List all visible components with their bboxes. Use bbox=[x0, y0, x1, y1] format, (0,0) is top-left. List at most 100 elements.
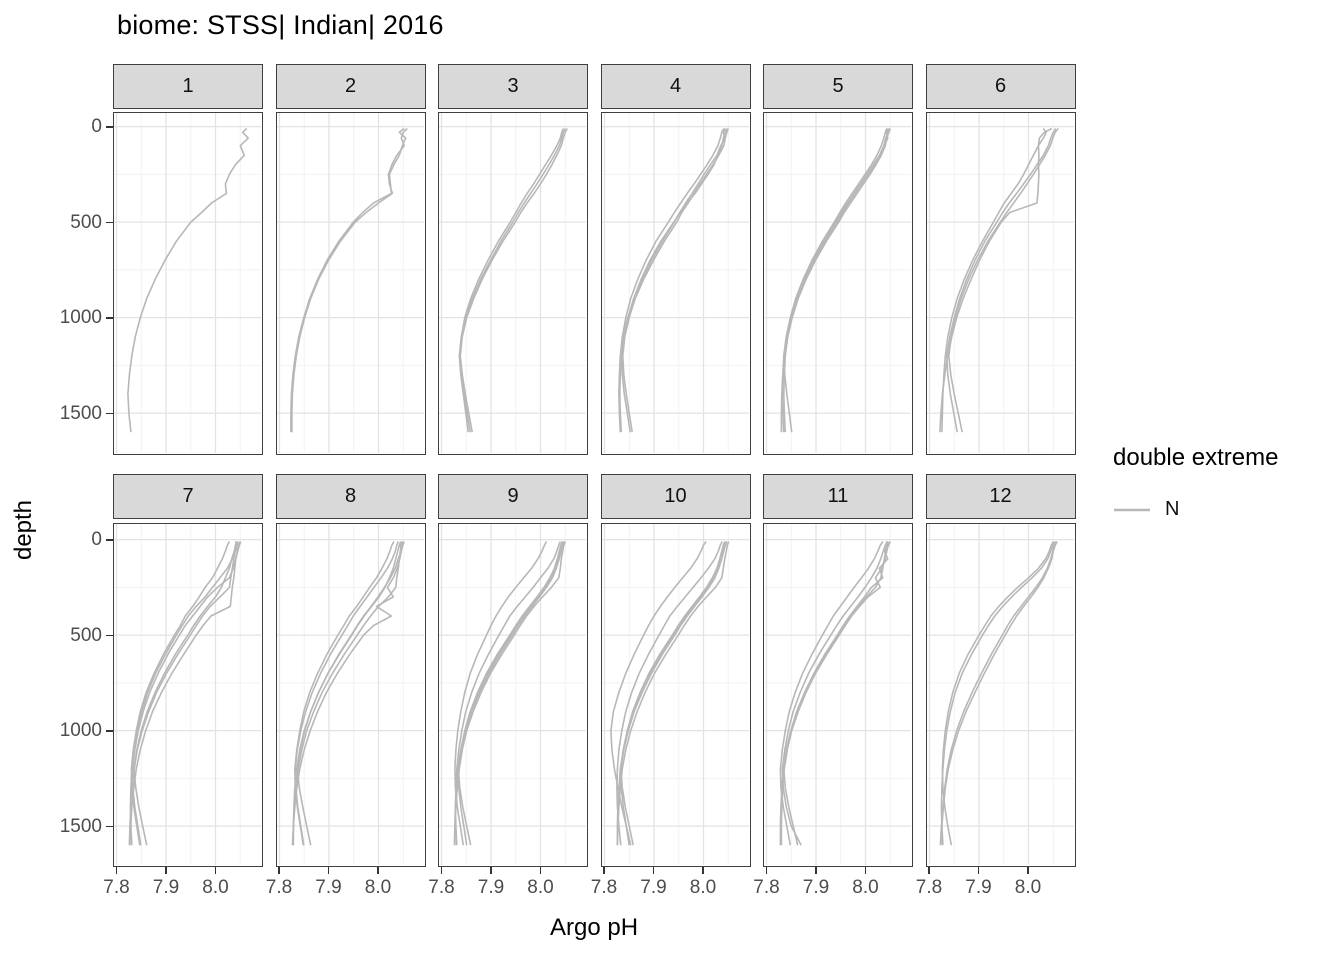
x-axis-tick-label: 7.9 bbox=[965, 877, 992, 898]
x-axis-tick-label: 7.9 bbox=[802, 877, 830, 898]
profile-lines-plot bbox=[764, 524, 911, 865]
ph-profile-line bbox=[132, 541, 238, 846]
ph-profile-line bbox=[939, 541, 1057, 846]
profile-lines-plot bbox=[439, 113, 586, 453]
ph-profile-line bbox=[616, 541, 727, 846]
ph-profile-line bbox=[781, 541, 889, 846]
x-axis-tick-label: 7.9 bbox=[477, 877, 505, 898]
profile-lines-plot bbox=[764, 113, 911, 453]
ph-profile-line bbox=[782, 128, 892, 433]
x-axis-tick-mark bbox=[928, 867, 930, 874]
x-axis-tick-label: 7.8 bbox=[753, 877, 780, 898]
x-axis-tick-mark bbox=[1027, 867, 1029, 874]
y-axis-title: depth bbox=[10, 499, 37, 561]
y-axis-tick-mark bbox=[106, 317, 113, 319]
facet-strip: 5 bbox=[763, 64, 913, 109]
facet-strip: 3 bbox=[438, 64, 588, 109]
facet-strip: 7 bbox=[113, 474, 263, 519]
facet-strip: 2 bbox=[275, 64, 426, 109]
facet-panel bbox=[600, 112, 751, 455]
profile-lines-plot bbox=[276, 524, 424, 865]
profile-lines-plot bbox=[601, 524, 749, 865]
facet-strip: 11 bbox=[763, 474, 913, 519]
x-axis-tick-mark bbox=[864, 867, 867, 874]
x-axis-tick-mark bbox=[490, 867, 492, 874]
y-axis-tick-mark bbox=[106, 539, 113, 541]
y-axis-tick-label: 1000 bbox=[59, 307, 102, 328]
ph-profile-line bbox=[609, 541, 707, 846]
y-axis-tick-label: 1500 bbox=[59, 815, 102, 837]
ph-profile-line bbox=[131, 541, 242, 846]
legend-item: N bbox=[1113, 498, 1278, 521]
ph-profile-line bbox=[295, 541, 402, 846]
profile-lines-plot bbox=[114, 113, 261, 453]
y-axis-tick-label: 1000 bbox=[59, 720, 102, 741]
x-axis-tick-label: 7.9 bbox=[152, 877, 180, 898]
ph-profile-line bbox=[458, 128, 565, 433]
facet-strip: 9 bbox=[438, 474, 588, 519]
y-axis-tick-mark bbox=[106, 126, 113, 128]
ph-profile-line bbox=[947, 128, 1059, 433]
ph-profile-line bbox=[619, 541, 726, 846]
legend: double extreme N bbox=[1113, 444, 1278, 521]
x-axis-tick-label: 8.0 bbox=[852, 877, 879, 898]
y-axis-tick-label: 0 bbox=[91, 529, 102, 550]
facet-label: 6 bbox=[994, 75, 1007, 97]
profile-lines-plot bbox=[114, 524, 261, 865]
facet-label: 8 bbox=[344, 485, 357, 507]
ph-profile-line bbox=[293, 541, 395, 846]
y-axis-tick-mark bbox=[106, 825, 113, 828]
x-axis-tick-mark bbox=[327, 867, 330, 874]
ph-profile-line bbox=[617, 128, 725, 433]
ph-profile-line bbox=[290, 127, 408, 433]
y-axis-tick-mark bbox=[106, 634, 113, 637]
facet-strip: 4 bbox=[600, 64, 751, 109]
facet-strip: 12 bbox=[925, 474, 1076, 519]
facet-panel bbox=[925, 112, 1076, 455]
x-axis-tick-mark bbox=[652, 867, 655, 874]
plot-title: biome: STSS| Indian| 2016 bbox=[117, 10, 444, 40]
x-axis-tick-label: 7.9 bbox=[315, 877, 342, 898]
ph-profile-line bbox=[940, 128, 1047, 433]
facet-label: 12 bbox=[989, 485, 1012, 507]
facet-label: 5 bbox=[832, 75, 844, 97]
x-axis-tick-label: 7.8 bbox=[590, 877, 618, 898]
facet-strip: 6 bbox=[925, 64, 1076, 109]
y-axis-tick-mark bbox=[106, 221, 113, 224]
x-axis-tick-mark bbox=[539, 867, 542, 874]
facet-strip: 8 bbox=[275, 474, 426, 519]
facet-label: 2 bbox=[344, 75, 357, 97]
x-axis-tick-label: 8.0 bbox=[202, 877, 229, 898]
x-axis-tick-mark bbox=[765, 867, 768, 874]
x-axis-tick-mark bbox=[815, 867, 817, 874]
x-axis-tick-label: 7.8 bbox=[103, 877, 130, 898]
ph-profile-line bbox=[621, 128, 729, 433]
ph-profile-line bbox=[782, 128, 891, 433]
x-axis-tick-label: 7.8 bbox=[265, 877, 293, 898]
y-axis-tick-mark bbox=[106, 412, 113, 415]
ph-profile-line bbox=[939, 541, 1058, 846]
ph-profile-line bbox=[127, 127, 249, 433]
legend-item-label: N bbox=[1165, 498, 1180, 520]
facet-panel bbox=[763, 112, 913, 455]
profile-lines-plot bbox=[439, 524, 586, 865]
y-axis-tick-label: 500 bbox=[70, 211, 102, 233]
profile-lines-plot bbox=[601, 113, 749, 453]
ph-profile-line bbox=[940, 541, 1055, 846]
y-axis-tick-mark bbox=[106, 730, 113, 732]
x-axis-tick-mark bbox=[702, 867, 704, 874]
facet-label: 3 bbox=[507, 75, 519, 97]
x-axis-tick-mark bbox=[977, 867, 980, 874]
x-axis-tick-label: 8.0 bbox=[689, 877, 717, 898]
x-axis-tick-label: 7.8 bbox=[428, 877, 455, 898]
facet-panel bbox=[763, 523, 913, 867]
x-axis-tick-mark bbox=[165, 867, 167, 874]
profile-lines-plot bbox=[926, 524, 1074, 865]
y-axis-tick-label: 1500 bbox=[59, 402, 102, 424]
facet-label: 11 bbox=[827, 485, 849, 507]
ph-profile-line bbox=[459, 128, 568, 433]
x-axis-title: Argo pH bbox=[549, 914, 639, 941]
facet-panel bbox=[438, 112, 588, 455]
facet-panel bbox=[275, 523, 426, 867]
ph-profile-line bbox=[779, 541, 884, 846]
